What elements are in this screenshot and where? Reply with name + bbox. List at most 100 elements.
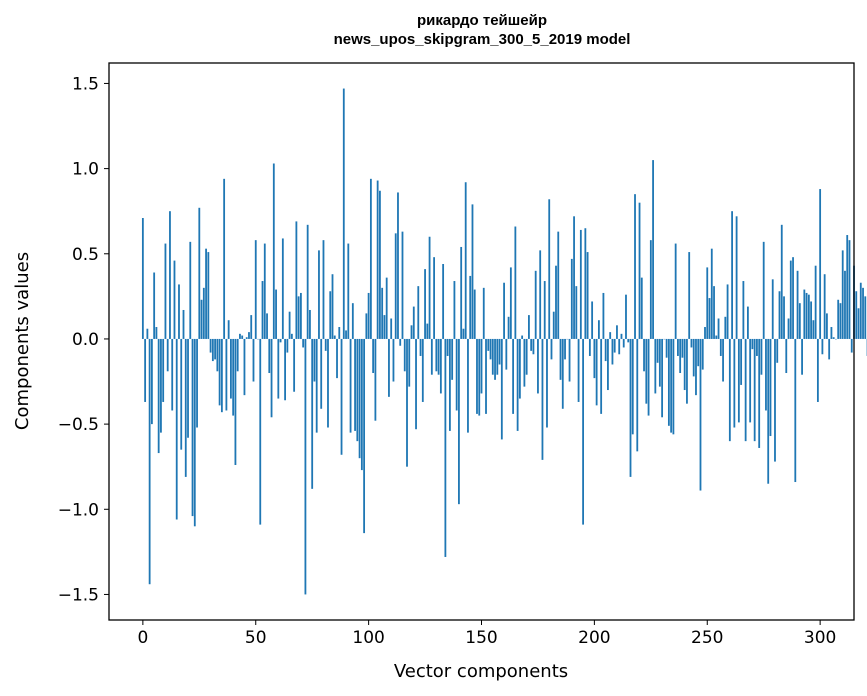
bar <box>586 252 589 339</box>
bar <box>144 338 147 402</box>
bar <box>261 281 264 339</box>
bar <box>498 338 501 365</box>
bar <box>406 338 408 467</box>
bar <box>812 320 815 339</box>
bar <box>491 338 494 375</box>
bar <box>728 338 731 442</box>
bar <box>288 311 291 339</box>
x-tick-label: 300 <box>804 628 836 648</box>
bar <box>270 338 273 418</box>
bar <box>830 327 833 339</box>
bar <box>193 338 196 527</box>
x-tick-label: 50 <box>245 628 267 648</box>
bar <box>828 338 831 360</box>
bar <box>771 279 774 339</box>
bar <box>613 338 616 353</box>
bar <box>528 315 530 339</box>
bar <box>679 338 682 374</box>
x-axis-label: Vector components <box>394 661 568 682</box>
bar <box>146 328 149 339</box>
bar <box>333 335 336 339</box>
bar <box>245 337 248 339</box>
bar <box>155 327 158 339</box>
bar <box>798 303 801 339</box>
bar <box>225 338 228 411</box>
bar <box>862 287 864 339</box>
bar <box>507 316 510 339</box>
bar <box>462 328 465 339</box>
chart-subtitle: news_upos_skipgram_300_5_2019 model <box>334 31 631 48</box>
bar <box>604 338 607 362</box>
bar <box>453 281 456 339</box>
bar <box>767 338 770 484</box>
bar <box>823 274 826 339</box>
bar <box>295 221 298 339</box>
bar <box>401 231 404 339</box>
bar <box>564 338 566 360</box>
bar <box>697 338 700 367</box>
bar <box>573 216 575 339</box>
bar <box>821 338 824 355</box>
bar <box>688 252 691 339</box>
bar <box>281 238 284 339</box>
bar <box>706 267 709 339</box>
bar <box>223 178 226 339</box>
bar <box>625 294 627 339</box>
bar <box>674 243 677 339</box>
bar <box>826 313 828 339</box>
bar <box>381 287 384 339</box>
bar <box>340 338 343 455</box>
bar <box>442 264 445 339</box>
bar <box>309 309 311 339</box>
bar <box>638 202 641 339</box>
bar <box>699 338 702 491</box>
bar <box>661 338 664 418</box>
bar <box>284 338 286 401</box>
bar <box>864 296 867 339</box>
bar <box>178 284 180 339</box>
bar <box>548 199 551 339</box>
y-axis-label: Components values <box>12 252 33 430</box>
bar <box>505 338 508 370</box>
bar <box>645 338 648 404</box>
bar <box>740 338 743 385</box>
y-axis: 1.5 1.0 0.5 0.0 −0.5 −1.0 −1.5 <box>58 74 109 605</box>
bar <box>367 292 370 339</box>
bar <box>514 226 517 339</box>
bar <box>313 338 316 382</box>
y-tick-label: −1.0 <box>58 500 99 520</box>
bar <box>444 338 447 557</box>
bar <box>254 240 257 339</box>
bar <box>500 338 503 440</box>
bar <box>719 338 722 356</box>
bar <box>268 338 271 374</box>
bar <box>433 257 435 339</box>
bar <box>792 257 794 339</box>
bar <box>713 286 715 339</box>
bar <box>681 338 684 358</box>
bar <box>839 303 842 339</box>
bar <box>487 338 490 351</box>
bar <box>482 287 485 339</box>
bar <box>724 316 727 339</box>
bar <box>379 190 381 339</box>
bar <box>848 240 851 339</box>
bar <box>537 338 539 394</box>
bar <box>351 303 354 339</box>
bar <box>437 338 440 375</box>
bar <box>275 289 277 339</box>
bar <box>410 325 413 339</box>
bar <box>577 338 580 402</box>
bar <box>227 320 230 339</box>
bar <box>469 275 472 339</box>
bar <box>733 338 736 428</box>
bar <box>302 338 305 348</box>
bar <box>751 338 754 350</box>
bar <box>591 301 594 339</box>
bar <box>320 338 323 409</box>
bar <box>160 338 162 433</box>
bar <box>656 338 659 363</box>
bar <box>785 338 788 374</box>
bar <box>796 270 799 339</box>
